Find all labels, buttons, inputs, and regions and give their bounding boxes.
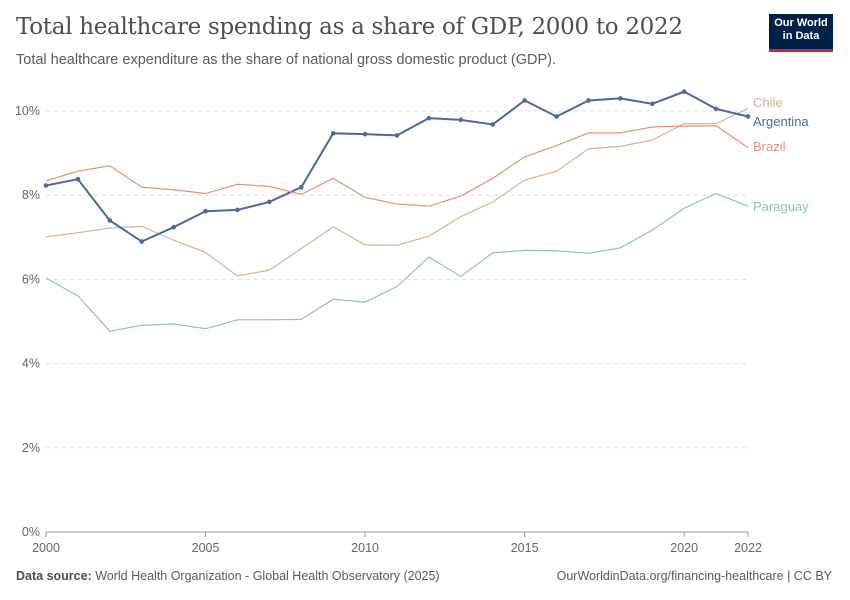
x-tick-label: 2020 — [670, 541, 698, 555]
data-point — [649, 101, 655, 107]
series-line — [45, 125, 749, 207]
x-tick-label: 2022 — [734, 541, 762, 555]
series-brazil: Brazil — [45, 125, 786, 207]
series-label: Chile — [753, 95, 783, 110]
x-tick-label: 2000 — [32, 541, 60, 555]
data-source: Data source: World Health Organization -… — [16, 569, 440, 583]
data-point — [490, 122, 496, 127]
data-point — [554, 114, 559, 119]
y-tick-label: 2% — [22, 441, 40, 455]
source-text[interactable]: World Health Organization - Global Healt… — [95, 569, 440, 583]
source-label: Data source: — [16, 569, 92, 583]
x-tick-label: 2015 — [511, 541, 539, 555]
data-point — [267, 199, 272, 205]
y-tick-label: 4% — [22, 357, 40, 371]
series-line — [45, 90, 749, 243]
series-label: Argentina — [753, 114, 809, 129]
data-point — [139, 239, 145, 244]
y-tick-label: 10% — [15, 104, 40, 118]
data-point — [235, 207, 240, 213]
data-point — [75, 176, 81, 182]
series-paraguay: Paraguay — [45, 192, 809, 332]
data-point — [586, 98, 591, 103]
chart-subtitle: Total healthcare expenditure as the shar… — [16, 52, 557, 68]
data-point — [107, 218, 113, 223]
data-point — [458, 117, 464, 123]
data-point — [394, 133, 400, 138]
x-tick-label: 2005 — [192, 541, 220, 555]
y-tick-label: 0% — [22, 525, 40, 539]
series-line — [45, 107, 749, 277]
series-chile: Chile — [45, 95, 783, 277]
series-argentina: Argentina — [43, 89, 809, 244]
data-point — [203, 208, 208, 214]
series-label: Paraguay — [753, 199, 809, 214]
data-point — [298, 184, 304, 190]
data-point — [362, 131, 368, 137]
x-tick-label: 2010 — [351, 541, 379, 555]
data-point — [522, 98, 527, 103]
y-tick-label: 6% — [22, 272, 40, 286]
chart-title: Total healthcare spending as a share of … — [16, 14, 683, 40]
data-point — [745, 114, 751, 119]
y-tick-label: 8% — [22, 188, 40, 202]
data-point — [681, 89, 687, 94]
series-line — [45, 192, 749, 332]
data-point — [713, 106, 719, 112]
data-point — [426, 115, 432, 121]
series-label: Brazil — [753, 139, 786, 154]
data-point — [330, 131, 336, 136]
owid-logo[interactable]: Our World in Data — [769, 14, 833, 52]
data-point — [171, 224, 176, 230]
data-point — [43, 183, 49, 188]
data-point — [618, 96, 623, 101]
credit-link[interactable]: OurWorldinData.org/financing-healthcare … — [556, 569, 832, 583]
